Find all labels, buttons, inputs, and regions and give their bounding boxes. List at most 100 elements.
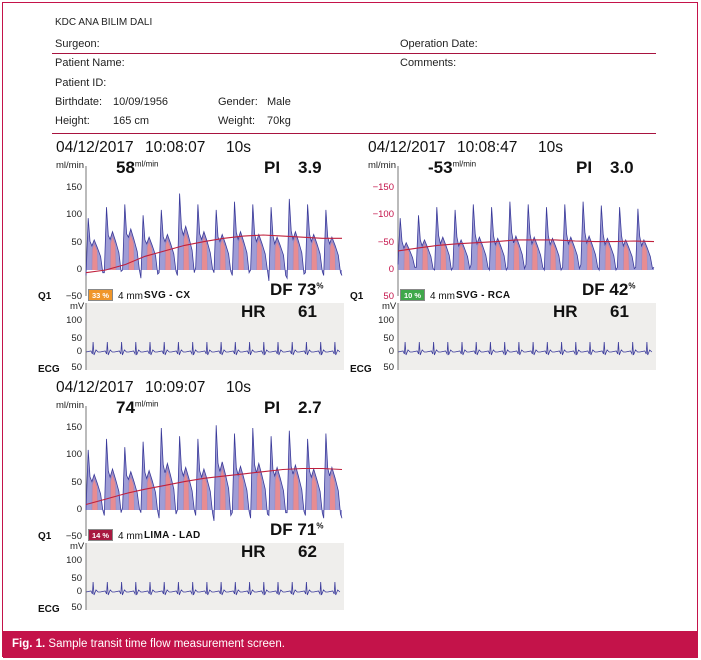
- diastolic-area: [329, 242, 336, 270]
- diastolic-area: [165, 470, 171, 510]
- diastolic-area: [495, 243, 501, 270]
- timestamp-time: 10:09:07: [145, 379, 206, 396]
- flow-unit: ml/min: [56, 400, 84, 411]
- flow-tick-label: 50: [71, 236, 82, 248]
- hr-label: HR: [553, 302, 578, 321]
- df-unit: %: [628, 281, 636, 291]
- diastolic-area: [220, 469, 226, 510]
- flow-waveform: [85, 193, 343, 281]
- diastolic-area: [404, 246, 410, 270]
- ecg-unit: mV: [382, 301, 397, 312]
- vessel-name: SVG - RCA: [456, 290, 511, 301]
- ecg-label: ECG: [38, 364, 60, 375]
- q1-label: Q1: [38, 531, 52, 542]
- mean-flow-line: [85, 467, 343, 506]
- flow-tick-label: −150: [372, 182, 394, 193]
- duration: 10s: [538, 139, 563, 156]
- ecg-tick-label: 100: [378, 315, 394, 326]
- diastolic-area: [256, 470, 263, 510]
- flow-chart-svg: [85, 166, 344, 370]
- diastolic-area: [605, 243, 611, 270]
- diastolic-area: [238, 237, 244, 270]
- diastolic-area: [459, 244, 465, 270]
- weight-label: Weight:: [218, 115, 256, 127]
- timestamp-date: 04/12/2017: [368, 139, 446, 156]
- timestamp-time: 10:08:07: [145, 139, 206, 156]
- df-value: DF 73%: [270, 280, 323, 300]
- pi-label: PI: [264, 398, 281, 417]
- ecg-label: ECG: [350, 364, 372, 375]
- hr-value: 61: [298, 302, 317, 321]
- diastolic-area: [147, 242, 153, 270]
- diastolic-area: [568, 242, 575, 270]
- ecg-tick-label: 0: [76, 586, 82, 597]
- ecg-label: ECG: [38, 604, 60, 615]
- probe-size: 4 mm: [118, 531, 143, 542]
- q1-label: Q1: [38, 291, 52, 302]
- flow-tick-label: −50: [65, 531, 82, 543]
- ecg-tick-label: 50: [383, 362, 394, 373]
- mean-flow-number: 58: [116, 158, 135, 177]
- mean-flow-value: 74ml/min: [116, 398, 158, 418]
- patient-name-label: Patient Name:: [55, 57, 125, 69]
- probe-size: 4 mm: [118, 291, 143, 302]
- figure-caption: Fig. 1. Sample transit time flow measure…: [3, 631, 698, 658]
- flow-tick-label: −100: [372, 209, 394, 221]
- status-badge: 14 %: [88, 529, 114, 541]
- timestamp-time: 10:08:47: [457, 139, 518, 156]
- diastolic-area: [201, 237, 208, 270]
- pi-value: 2.7: [298, 398, 322, 417]
- diastolic-area: [275, 473, 281, 510]
- flow-tick-label: 0: [76, 264, 82, 275]
- diastolic-area: [183, 232, 189, 270]
- flow-tick-label: 0: [388, 264, 394, 275]
- ecg-trace: [85, 581, 341, 596]
- diastolic-area: [92, 244, 98, 270]
- duration: 10s: [226, 379, 251, 396]
- height-label: Height:: [55, 115, 90, 127]
- timestamp-date: 04/12/2017: [56, 379, 134, 396]
- pi-value: 3.9: [298, 158, 322, 177]
- probe-size: 4 mm: [430, 291, 455, 302]
- birthdate-value: 10/09/1956: [113, 96, 169, 108]
- diastolic-area: [220, 239, 226, 270]
- vessel-name: SVG - CX: [144, 290, 191, 301]
- ecg-tick-label: 50: [71, 333, 82, 344]
- ecg-background: [86, 303, 344, 370]
- diastolic-area: [293, 237, 299, 270]
- caption-prefix: Fig. 1.: [12, 638, 46, 650]
- diastolic-area: [110, 237, 116, 270]
- gender-value: Male: [267, 96, 291, 108]
- status-badge: 10 %: [400, 289, 426, 301]
- hr-label: HR: [241, 542, 266, 561]
- birthdate-label: Birthdate:: [55, 96, 103, 108]
- flow-tick-label: 50: [383, 291, 394, 303]
- diastolic-area: [550, 243, 556, 270]
- ecg-background: [86, 543, 344, 610]
- mean-flow-number: -53: [428, 158, 453, 177]
- vessel-name: LIMA - LAD: [144, 530, 201, 541]
- operation-date-label: Operation Date:: [400, 38, 478, 50]
- df-label: DF: [270, 520, 293, 539]
- diastolic-area: [422, 244, 428, 270]
- diastolic-area: [311, 239, 317, 270]
- pi-label: PI: [576, 158, 593, 177]
- mean-flow-line: [85, 234, 342, 274]
- status-badge: 33 %: [88, 289, 114, 301]
- ecg-tick-label: 50: [71, 573, 82, 584]
- pi-value: 3.0: [610, 158, 634, 177]
- diastolic-area: [238, 472, 244, 510]
- header-rule-1: [52, 53, 656, 54]
- hr-label: HR: [241, 302, 266, 321]
- ecg-trace: [85, 341, 341, 356]
- flow-tick-label: 150: [66, 182, 82, 193]
- flow-waveform: [397, 201, 655, 272]
- df-number: 71: [297, 520, 317, 539]
- ecg-background: [398, 303, 656, 370]
- flow-unit: ml/min: [368, 160, 396, 171]
- diastolic-area: [256, 239, 263, 270]
- diastolic-area: [587, 241, 593, 270]
- mean-flow-unit: ml/min: [134, 399, 159, 409]
- hr-value: 62: [298, 542, 317, 561]
- flow-tick-label: 100: [66, 449, 82, 461]
